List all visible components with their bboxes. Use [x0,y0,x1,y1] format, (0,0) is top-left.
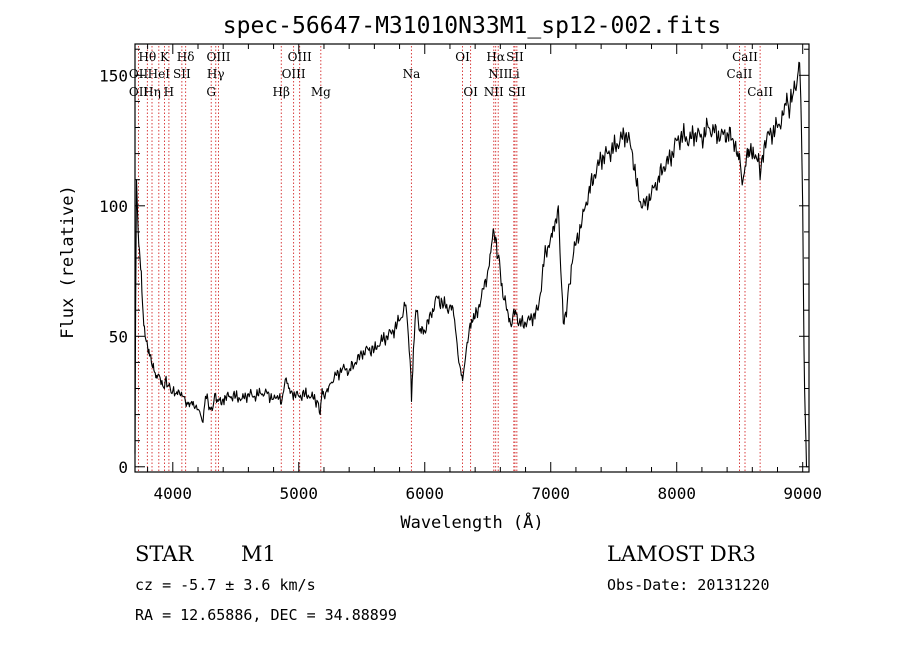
axes: 4000 5000 6000 7000 8000 9000 0 50 100 150 [99,44,822,503]
x-axis-label: Wavelength (Å) [400,511,543,533]
y-tick-label: 0 [118,458,128,477]
line-label: CaII [727,67,753,81]
line-label: CaII [732,50,758,64]
line-label: HeI [148,67,171,81]
redshift-value: cz = -5.7 ± 3.6 km/s [135,576,316,594]
y-tick-label: 50 [109,327,128,346]
plot-frame [134,43,810,473]
x-tick-label: 4000 [154,484,193,503]
y-axis-label: Flux (relative) [58,185,78,339]
line-label: NII [484,85,504,99]
line-label: Hθ [138,50,156,64]
line-label: Hγ [207,67,225,81]
line-label: OII [129,85,149,99]
line-label: OIII [206,50,230,64]
line-label: Hβ [273,85,290,99]
line-label: OIII [282,67,306,81]
line-label: K [160,50,170,64]
line-label: NII [488,67,508,81]
line-label: SII [506,50,524,64]
line-label: Mg [311,85,331,99]
line-label: OI [463,85,478,99]
line-label: Hα [486,50,505,64]
x-tick-label: 9000 [783,484,822,503]
line-label: H [164,85,174,99]
y-tick-label: 100 [99,197,128,216]
line-label: OI [455,50,470,64]
line-label: OIII [288,50,312,64]
line-label: Hδ [177,50,195,64]
observation-date: Obs-Date: 20131220 [607,576,770,594]
survey-name: LAMOST DR3 [607,542,756,566]
x-tick-label: 5000 [280,484,319,503]
line-label: CaII [747,85,773,99]
line-label: SII [508,85,526,99]
x-tick-label: 8000 [657,484,696,503]
line-label: Na [403,67,421,81]
line-label: SII [173,67,191,81]
x-tick-label: 6000 [405,484,444,503]
object-subclass: M1 [241,542,276,566]
y-tick-label: 150 [99,66,128,85]
coordinates: RA = 12.65886, DEC = 34.88899 [135,606,397,624]
chart-title: spec-56647-M31010N33M1_sp12-002.fits [223,13,722,39]
line-markers [138,46,761,472]
line-label: G [206,85,216,99]
line-label: OII [129,67,149,81]
object-class: STAR [135,542,194,566]
line-label: Hη [143,85,161,99]
x-tick-label: 7000 [531,484,570,503]
spectrum-line [134,61,808,468]
line-label: Li [508,67,520,81]
